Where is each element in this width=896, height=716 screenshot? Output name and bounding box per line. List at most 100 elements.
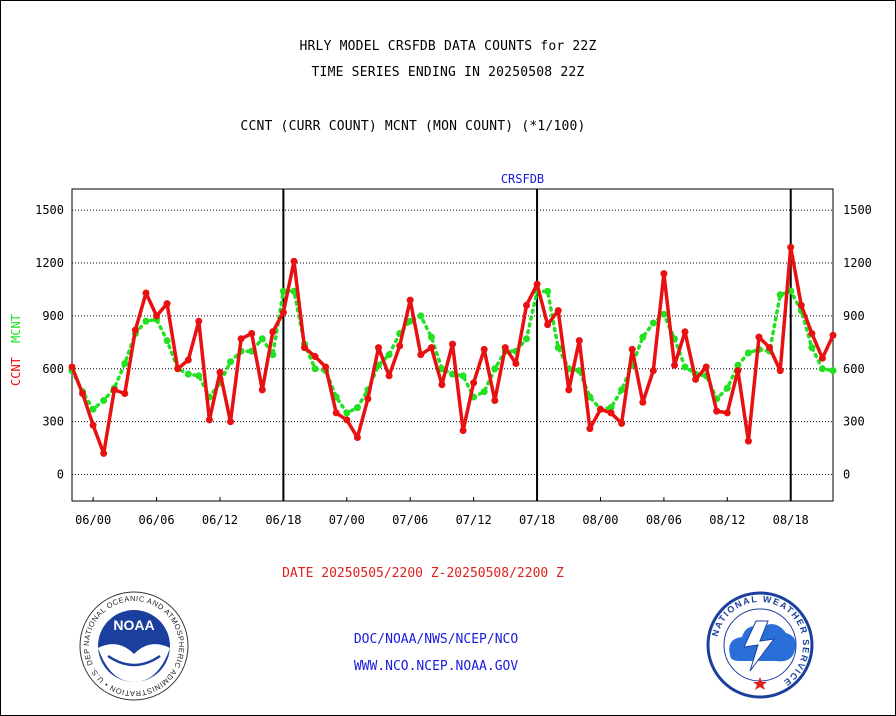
y-tick-label-left: 1200 (35, 256, 64, 270)
data-point-ccnt (406, 296, 414, 304)
data-point-mcnt (385, 351, 393, 359)
x-tick-label: 08/18 (773, 513, 809, 527)
data-point-ccnt (258, 386, 266, 394)
data-point-ccnt (702, 363, 710, 371)
x-tick-label: 06/12 (202, 513, 238, 527)
data-point-ccnt (89, 421, 97, 429)
data-point-mcnt (723, 384, 731, 392)
data-point-ccnt (723, 409, 731, 417)
data-point-mcnt (523, 335, 530, 343)
data-point-mcnt (459, 372, 467, 380)
data-point-ccnt (734, 367, 742, 375)
x-tick-label: 06/18 (265, 513, 301, 527)
data-point-ccnt (713, 407, 721, 415)
data-point-ccnt (554, 307, 562, 315)
data-point-ccnt (205, 416, 213, 424)
data-point-ccnt (353, 434, 361, 441)
x-tick-label: 07/12 (456, 513, 492, 527)
data-point-ccnt (195, 317, 203, 325)
data-point-mcnt (660, 310, 668, 318)
data-point-ccnt (787, 243, 795, 251)
data-point-ccnt (523, 301, 530, 309)
data-point-ccnt (332, 409, 340, 417)
data-point-mcnt (734, 361, 742, 369)
data-point-ccnt (142, 289, 150, 297)
data-point-mcnt (227, 358, 234, 366)
website-link[interactable]: WWW.NCO.NCEP.NOAA.GOV (353, 659, 519, 674)
noaa-logo-text: NOAA (113, 617, 154, 633)
data-point-ccnt (766, 344, 774, 352)
data-point-mcnt (639, 333, 647, 341)
data-point-mcnt (163, 337, 171, 345)
data-point-mcnt (554, 344, 562, 352)
data-point-mcnt (607, 404, 615, 412)
data-point-ccnt (776, 367, 784, 375)
data-point-ccnt (385, 372, 393, 380)
y-axis-label-mcnt: MCNT (9, 314, 23, 343)
data-point-ccnt (692, 375, 700, 383)
data-point-ccnt (533, 280, 541, 288)
data-point-mcnt (744, 349, 752, 357)
data-point-ccnt (417, 351, 425, 359)
data-point-mcnt (681, 363, 689, 371)
data-point-mcnt (776, 291, 784, 299)
y-tick-label-left: 0 (57, 468, 64, 482)
data-point-ccnt (639, 398, 647, 406)
data-point-ccnt (797, 301, 805, 309)
data-point-mcnt (787, 287, 795, 295)
data-point-ccnt (660, 270, 668, 278)
data-point-ccnt (681, 328, 689, 336)
y-tick-label-right: 300 (843, 415, 865, 429)
data-point-ccnt (829, 331, 837, 339)
data-point-ccnt (163, 300, 171, 308)
data-point-mcnt (142, 317, 150, 325)
data-point-mcnt (195, 372, 203, 380)
data-point-ccnt (396, 342, 404, 350)
data-point-mcnt (491, 365, 499, 373)
data-point-ccnt (237, 335, 245, 343)
data-point-ccnt (279, 308, 287, 316)
data-point-ccnt (544, 321, 552, 329)
plot-border (71, 188, 834, 502)
x-tick-label: 08/06 (646, 513, 682, 527)
data-point-ccnt (459, 427, 467, 434)
data-point-ccnt (216, 368, 224, 376)
data-point-ccnt (100, 449, 108, 457)
data-point-ccnt (671, 361, 678, 369)
nws-logo: NATIONAL WEATHER SERVICE (706, 591, 814, 699)
data-point-ccnt (79, 390, 87, 397)
data-point-ccnt (290, 257, 298, 265)
y-tick-label-left: 300 (42, 415, 64, 429)
data-point-ccnt (470, 379, 478, 387)
data-point-mcnt (586, 393, 594, 401)
data-point-ccnt (375, 344, 382, 352)
y-tick-label-right: 1200 (843, 256, 872, 270)
chart-series-title: CRSFDB (501, 172, 544, 186)
y-tick-label-left: 1500 (35, 203, 64, 217)
x-tick-label: 06/06 (138, 513, 174, 527)
y-tick-label-right: 0 (843, 468, 850, 482)
data-point-mcnt (808, 344, 816, 352)
data-point-ccnt (301, 344, 308, 352)
data-point-ccnt (322, 363, 330, 371)
data-point-mcnt (121, 360, 129, 367)
data-point-ccnt (575, 337, 583, 345)
date-range-label: DATE 20250505/2200 Z-20250508/2200 Z (282, 566, 564, 581)
y-tick-label-left: 900 (42, 309, 64, 323)
data-point-mcnt (184, 370, 192, 378)
data-point-ccnt (808, 330, 816, 337)
series-line-ccnt (70, 245, 835, 456)
data-point-mcnt (353, 404, 361, 412)
data-point-ccnt (364, 395, 372, 403)
y-tick-label-right: 1500 (843, 203, 872, 217)
data-point-mcnt (343, 409, 351, 417)
data-point-ccnt (68, 363, 76, 371)
data-point-ccnt (110, 386, 118, 394)
data-point-mcnt (618, 386, 626, 394)
data-point-mcnt (427, 333, 435, 341)
data-point-ccnt (744, 437, 752, 445)
data-point-ccnt (184, 356, 192, 364)
data-point-ccnt (649, 367, 657, 375)
data-point-ccnt (618, 419, 626, 427)
